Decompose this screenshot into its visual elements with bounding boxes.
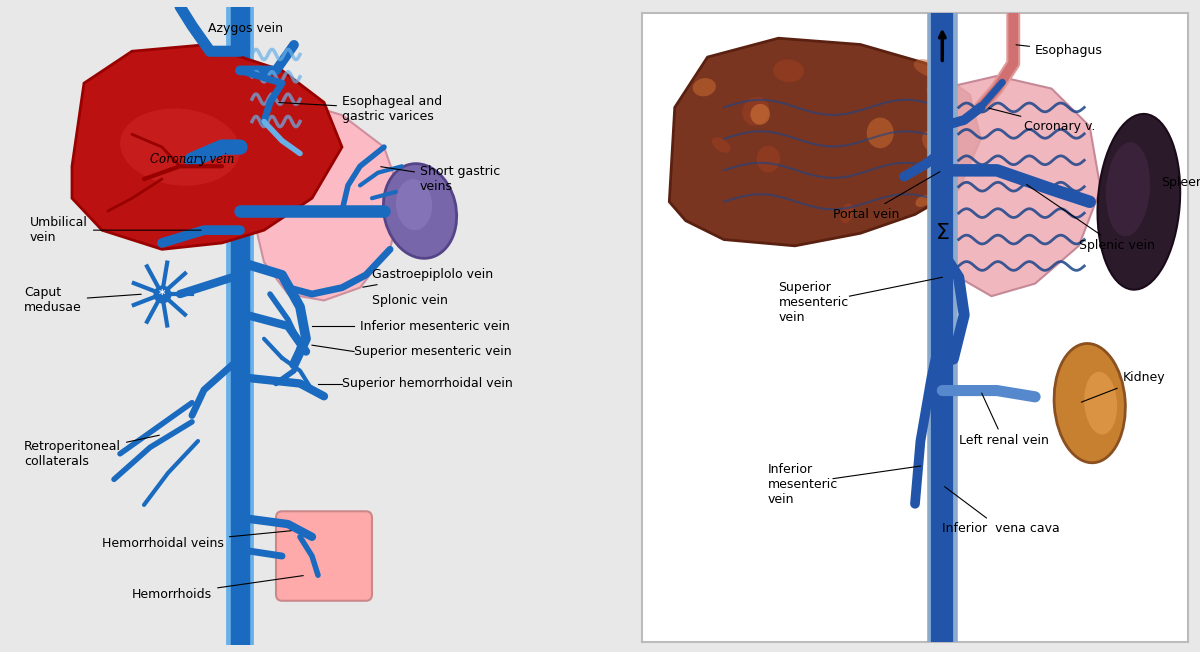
Text: Caput
medusae: Caput medusae — [24, 286, 142, 314]
Text: *: * — [158, 288, 166, 301]
Text: Coronary vein: Coronary vein — [150, 153, 234, 166]
Text: $\Sigma$: $\Sigma$ — [935, 223, 949, 243]
Text: Esophageal and
gastric varices: Esophageal and gastric varices — [278, 95, 442, 123]
Ellipse shape — [866, 117, 894, 148]
Ellipse shape — [1054, 344, 1126, 463]
Ellipse shape — [773, 59, 804, 82]
Ellipse shape — [1098, 114, 1180, 289]
Text: Inferior mesenteric vein: Inferior mesenteric vein — [360, 319, 510, 333]
Text: Superior mesenteric vein: Superior mesenteric vein — [354, 345, 511, 358]
Text: Splenic vein: Splenic vein — [1026, 185, 1154, 252]
Text: Coronary v.: Coronary v. — [989, 108, 1096, 133]
Text: Kidney: Kidney — [1081, 372, 1165, 402]
Text: Inferior
mesenteric
vein: Inferior mesenteric vein — [768, 464, 838, 507]
Text: Gastroepiplolo vein: Gastroepiplolo vein — [362, 269, 493, 287]
Ellipse shape — [840, 203, 853, 224]
Ellipse shape — [922, 130, 954, 158]
Ellipse shape — [712, 137, 731, 153]
Text: Short gastric
veins: Short gastric veins — [380, 165, 500, 193]
Text: Splonic vein: Splonic vein — [372, 294, 448, 307]
Ellipse shape — [692, 78, 716, 96]
Text: Retroperitoneal
collaterals: Retroperitoneal collaterals — [24, 435, 160, 467]
Polygon shape — [937, 76, 1100, 296]
Polygon shape — [72, 45, 342, 249]
Text: Superior hemorrhoidal vein: Superior hemorrhoidal vein — [342, 377, 512, 390]
Ellipse shape — [383, 164, 457, 258]
Text: Umbilical
vein: Umbilical vein — [30, 216, 202, 244]
Text: Esophagus: Esophagus — [1016, 44, 1103, 57]
Ellipse shape — [750, 104, 770, 125]
Ellipse shape — [757, 145, 780, 172]
Ellipse shape — [743, 97, 769, 125]
Text: Superior
mesenteric
vein: Superior mesenteric vein — [779, 281, 848, 324]
Text: Left renal vein: Left renal vein — [959, 393, 1049, 447]
Ellipse shape — [1084, 372, 1117, 434]
Text: Portal vein: Portal vein — [833, 171, 940, 221]
Ellipse shape — [926, 82, 943, 95]
Ellipse shape — [916, 195, 931, 207]
Ellipse shape — [1106, 142, 1150, 236]
Ellipse shape — [913, 59, 946, 78]
Ellipse shape — [120, 108, 240, 186]
Polygon shape — [252, 102, 402, 301]
Ellipse shape — [396, 179, 432, 230]
Text: Hemorrhoidal veins: Hemorrhoidal veins — [102, 531, 292, 550]
Polygon shape — [670, 38, 980, 246]
Text: Azygos vein: Azygos vein — [209, 22, 283, 35]
Text: Hemorrhoids: Hemorrhoids — [132, 576, 304, 601]
Text: Spleen: Spleen — [1160, 177, 1200, 190]
FancyBboxPatch shape — [276, 511, 372, 600]
Text: Inferior  vena cava: Inferior vena cava — [942, 486, 1060, 535]
